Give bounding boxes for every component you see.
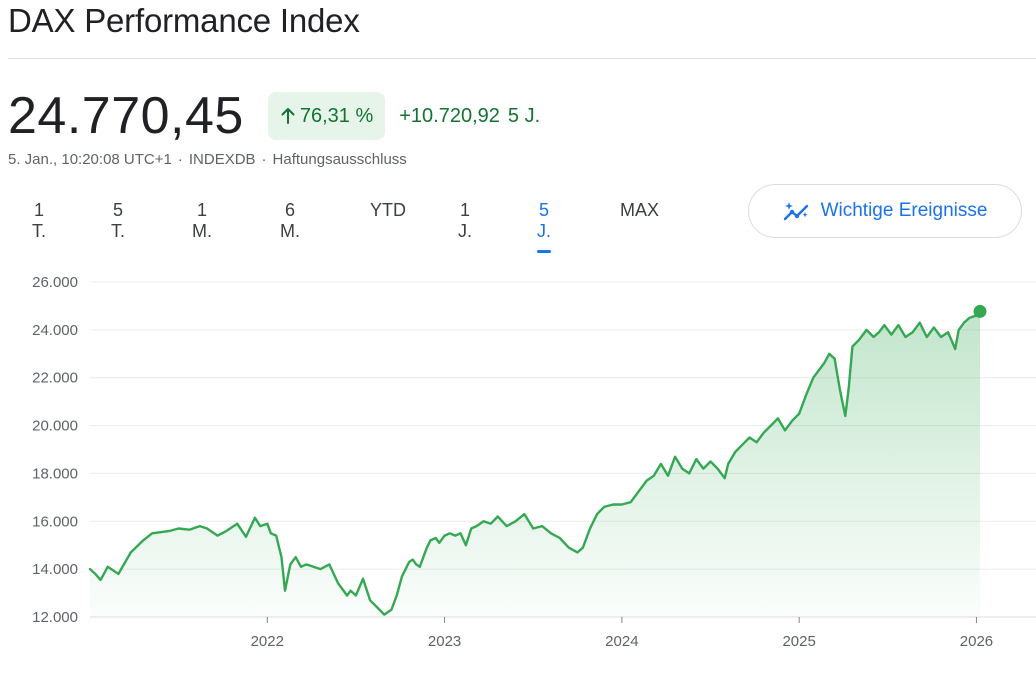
data-source: INDEXDB xyxy=(188,151,256,168)
price-area-fill xyxy=(90,311,980,617)
x-tick-label: 2025 xyxy=(782,633,815,650)
y-tick-label: 16.000 xyxy=(32,513,78,530)
quote-timestamp: 5. Jan., 10:20:08 UTC+1 xyxy=(8,151,172,168)
disclaimer-link[interactable]: Haftungsausschluss xyxy=(272,151,407,168)
quote-row: 24.770,45 76,31 % +10.720,92 5 J. xyxy=(8,86,540,146)
range-tab-1d[interactable]: 1 T. xyxy=(32,200,47,241)
x-tick-label: 2024 xyxy=(605,633,638,650)
sparkle-trend-icon xyxy=(783,202,808,221)
y-tick-label: 24.000 xyxy=(32,322,78,339)
meta-separator: · xyxy=(177,151,183,168)
quote-meta: 5. Jan., 10:20:08 UTC+1 · INDEXDB · Haft… xyxy=(8,151,407,168)
x-tick-label: 2023 xyxy=(428,633,461,650)
title-divider xyxy=(8,58,1036,59)
y-tick-label: 26.000 xyxy=(32,274,78,291)
x-tick-label: 2026 xyxy=(960,633,993,650)
current-price: 24.770,45 xyxy=(8,87,244,145)
range-tab-6m[interactable]: 6 M. xyxy=(280,200,300,241)
range-tab-max[interactable]: MAX xyxy=(620,200,660,220)
arrow-up-icon xyxy=(281,108,295,124)
y-tick-label: 18.000 xyxy=(32,465,78,482)
key-events-label: Wichtige Ereignisse xyxy=(820,200,988,221)
range-tab-5y[interactable]: 5 J. xyxy=(537,196,551,253)
y-tick-label: 20.000 xyxy=(32,418,78,435)
percent-change-badge: 76,31 % xyxy=(267,92,386,140)
y-tick-label: 14.000 xyxy=(32,561,78,578)
meta-separator: · xyxy=(261,151,267,168)
y-tick-label: 22.000 xyxy=(32,370,78,387)
price-line xyxy=(88,310,982,616)
range-tab-1y[interactable]: 1 J. xyxy=(458,200,473,241)
x-tick-label: 2022 xyxy=(251,633,284,650)
range-tab-1m[interactable]: 1 M. xyxy=(192,200,212,241)
last-price-dot xyxy=(973,304,987,318)
page-title: DAX Performance Index xyxy=(8,2,360,39)
percent-change: 76,31 % xyxy=(299,104,374,127)
key-events-button[interactable]: Wichtige Ereignisse xyxy=(748,184,1022,238)
range-tab-5d[interactable]: 5 T. xyxy=(111,200,126,241)
range-tab-ytd[interactable]: YTD xyxy=(370,200,406,220)
price-chart[interactable]: 12.000 14.000 16.000 18.000 20.000 22.000 24.0… xyxy=(0,262,1036,676)
absolute-change: +10.720,92 xyxy=(399,104,500,127)
y-tick-label: 12.000 xyxy=(32,609,78,626)
change-period: 5 J. xyxy=(507,104,541,127)
price-chart-svg[interactable]: 12.000 14.000 16.000 18.000 20.000 22.000 24.0… xyxy=(0,262,1036,676)
